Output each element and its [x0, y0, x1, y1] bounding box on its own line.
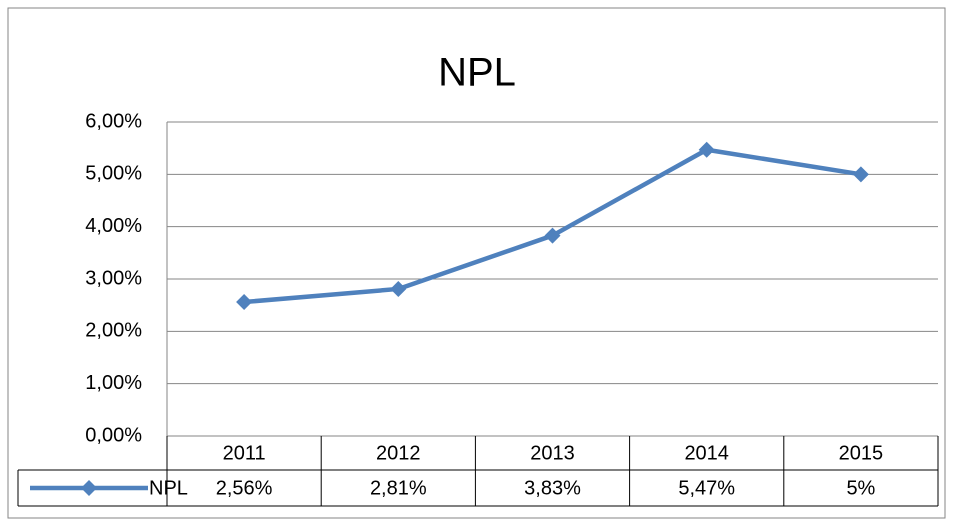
x-tick-label: 2013 [530, 442, 575, 464]
x-tick-label: 2015 [839, 442, 884, 464]
table-value: 2,81% [370, 477, 427, 499]
marker [544, 227, 561, 244]
legend-label: NPL [149, 477, 188, 499]
marker [698, 141, 715, 158]
legend-marker [81, 480, 97, 496]
x-tick-label: 2012 [376, 442, 421, 464]
y-tick-label: 6,00% [85, 110, 142, 132]
y-tick-label: 1,00% [85, 372, 142, 394]
x-tick-label: 2011 [223, 442, 266, 464]
marker [390, 280, 407, 297]
y-tick-label: 3,00% [85, 267, 142, 289]
y-tick-label: 2,00% [85, 320, 142, 342]
y-tick-label: 0,00% [85, 424, 142, 446]
marker [852, 166, 869, 183]
table-value: 5,47% [678, 477, 735, 499]
y-tick-label: 5,00% [85, 163, 142, 185]
table-value: 2,56% [216, 477, 273, 499]
y-tick-label: 4,00% [85, 215, 142, 237]
table-value: 5% [846, 477, 875, 499]
marker [236, 294, 253, 311]
table-value: 3,83% [524, 477, 581, 499]
x-tick-label: 2014 [684, 442, 729, 464]
chart-title: NPL [438, 51, 516, 95]
